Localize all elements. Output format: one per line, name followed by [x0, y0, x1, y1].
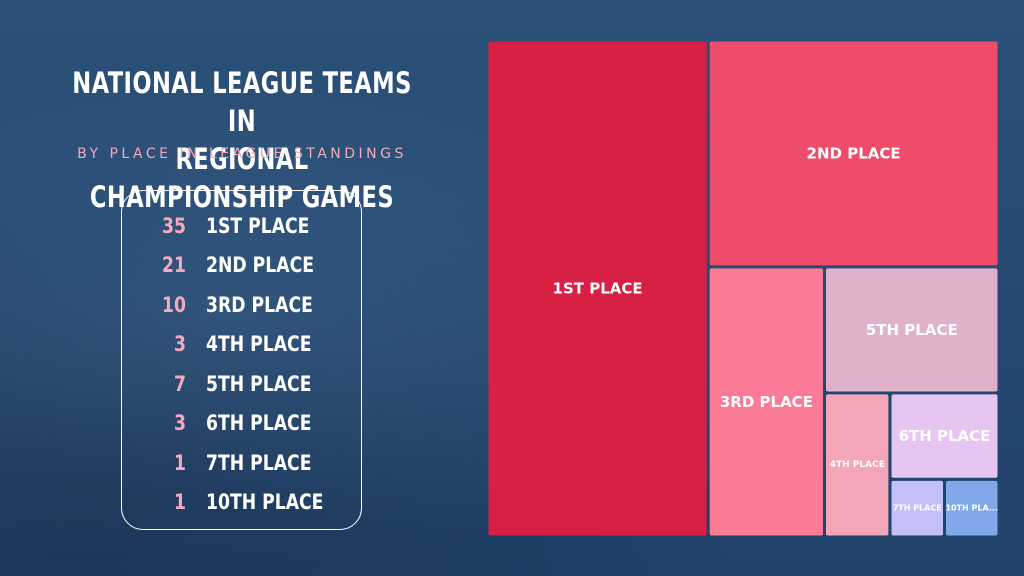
- chart-subtitle: BY PLACE IN LEAGUE STANDINGS: [77, 146, 407, 162]
- legend-label: 3RD PLACE: [206, 292, 313, 317]
- legend-label: 6TH PLACE: [206, 411, 312, 436]
- tile-label-6th-place: 6TH PLACE: [899, 427, 991, 445]
- legend-label: 2ND PLACE: [206, 253, 315, 278]
- tile-7th-place: [891, 480, 943, 536]
- legend-row-4th: 3 4TH PLACE: [122, 325, 361, 365]
- legend-count: 3: [174, 411, 186, 436]
- legend-count: 10: [162, 292, 186, 317]
- legend-row-6th: 3 6TH PLACE: [122, 404, 361, 444]
- tile-5th-place: [826, 268, 998, 392]
- tile-3rd-place: [709, 268, 823, 536]
- legend-count: 1: [174, 490, 186, 515]
- legend-row-3rd: 10 3RD PLACE: [122, 285, 361, 325]
- tile-label-3rd-place: 3RD PLACE: [720, 393, 813, 411]
- legend-label: 10TH PLACE: [206, 490, 324, 515]
- tile-2nd-place: [709, 41, 998, 266]
- tile-1st-place: [488, 41, 707, 536]
- tile-label-1st-place: 1ST PLACE: [553, 280, 643, 298]
- tile-4th-place: [826, 394, 889, 536]
- tile-label-4th-place: 4TH PLACE: [830, 460, 885, 470]
- tile-label-2nd-place: 2ND PLACE: [807, 144, 901, 162]
- tile-label-5th-place: 5TH PLACE: [866, 321, 958, 339]
- legend-row-5th: 7 5TH PLACE: [122, 364, 361, 404]
- legend-row-2nd: 21 2ND PLACE: [122, 246, 361, 286]
- legend: 35 1ST PLACE 21 2ND PLACE 10 3RD PLACE 3…: [121, 190, 362, 530]
- legend-row-1st: 35 1ST PLACE: [122, 206, 361, 246]
- tile-10th-place: [946, 480, 998, 536]
- tile-label-10th-place: 10TH PLA...: [945, 504, 998, 513]
- legend-count: 3: [174, 332, 186, 357]
- legend-count: 7: [174, 371, 186, 396]
- legend-label: 1ST PLACE: [206, 213, 310, 238]
- legend-label: 5TH PLACE: [206, 371, 312, 396]
- title-line-1: NATIONAL LEAGUE TEAMS IN: [72, 66, 412, 138]
- tile-6th-place: [891, 394, 998, 478]
- legend-label: 4TH PLACE: [206, 332, 312, 357]
- legend-row-10th: 1 10TH PLACE: [122, 483, 361, 523]
- legend-row-7th: 1 7TH PLACE: [122, 443, 361, 483]
- legend-count: 35: [162, 213, 186, 238]
- legend-label: 7TH PLACE: [206, 450, 312, 475]
- tile-label-7th-place: 7TH PLACE: [893, 504, 942, 513]
- legend-list: 35 1ST PLACE 21 2ND PLACE 10 3RD PLACE 3…: [122, 206, 361, 522]
- legend-count: 1: [174, 450, 186, 475]
- legend-count: 21: [162, 253, 186, 278]
